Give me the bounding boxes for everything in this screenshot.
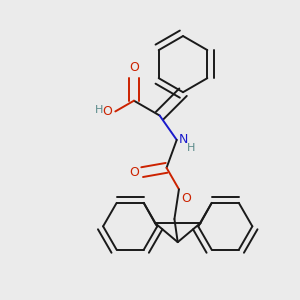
Text: N: N bbox=[178, 134, 188, 146]
Text: O: O bbox=[102, 105, 112, 118]
Text: O: O bbox=[130, 166, 140, 178]
Text: O: O bbox=[129, 61, 139, 74]
Text: H: H bbox=[95, 105, 103, 115]
Text: O: O bbox=[182, 192, 191, 205]
Text: H: H bbox=[187, 142, 195, 152]
